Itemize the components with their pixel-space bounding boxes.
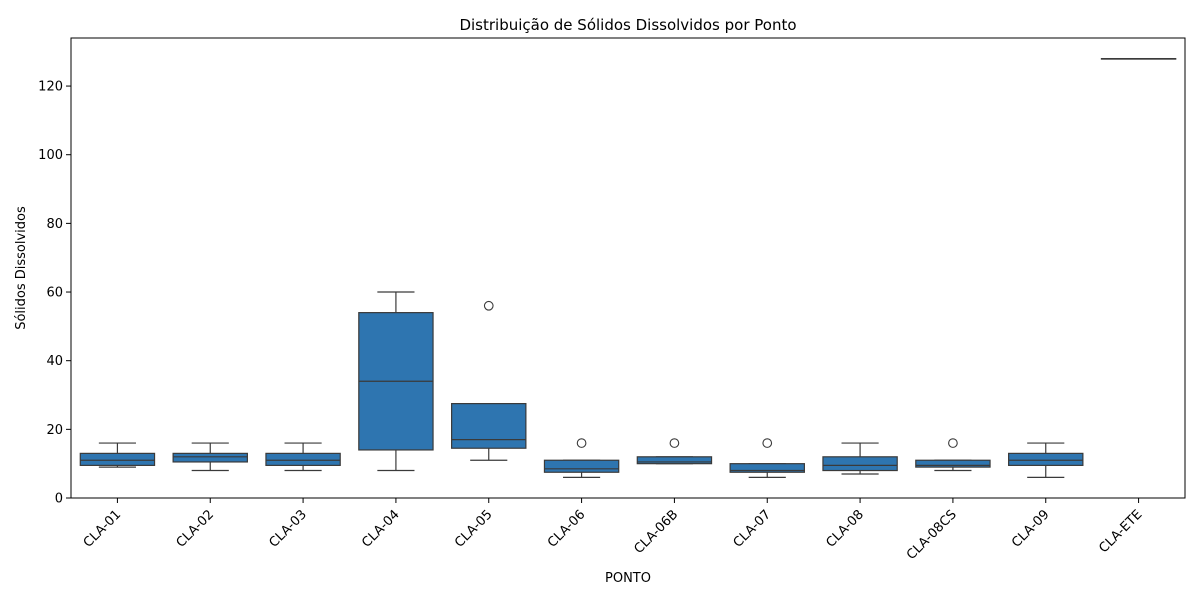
box-cla-01: [79, 442, 156, 468]
iqr-box: [636, 456, 713, 465]
box-cla-07: [729, 438, 805, 479]
iqr-box: [729, 463, 805, 473]
outlier-point: [762, 438, 773, 448]
box-cla-06: [543, 438, 620, 479]
box-cla-02: [172, 442, 248, 472]
box-cla-04: [358, 291, 434, 472]
iqr-box: [1008, 452, 1084, 466]
y-tick-label: 80: [46, 217, 63, 232]
outlier-point: [576, 438, 587, 448]
box-cla-ete: [1100, 57, 1177, 60]
box-cla-09: [1008, 442, 1084, 479]
outlier-point: [483, 300, 494, 311]
iqr-box: [451, 402, 527, 449]
y-axis-ticks: 0 20 40 60 80 100 120: [38, 80, 71, 507]
iqr-box: [172, 452, 248, 463]
y-tick-label: 100: [38, 148, 63, 163]
box-series: [79, 57, 1177, 479]
y-tick-label: 40: [46, 354, 63, 369]
y-tick-label: 120: [38, 80, 63, 95]
iqr-box: [79, 452, 156, 466]
iqr-box: [543, 459, 620, 473]
x-axis-label: PONTO: [605, 571, 651, 586]
y-axis-label: Sólidos Dissolvidos: [14, 206, 29, 330]
plot-area-frame: [70, 37, 1186, 499]
box-cla-08: [822, 442, 898, 475]
y-tick-label: 20: [46, 423, 63, 438]
box-cla-08cs: [915, 438, 991, 472]
chart-title: Distribuição de Sólidos Dissolvidos por …: [459, 16, 796, 34]
box-cla-03: [265, 442, 341, 472]
iqr-box: [915, 459, 991, 468]
outlier-point: [948, 438, 958, 448]
box-cla-05: [451, 300, 527, 461]
box-cla-06b: [636, 438, 713, 465]
iqr-box: [265, 452, 341, 466]
iqr-box: [822, 456, 898, 472]
y-tick-label: 60: [46, 286, 63, 301]
outlier-point: [669, 438, 680, 448]
y-tick-label: 0: [55, 492, 63, 507]
